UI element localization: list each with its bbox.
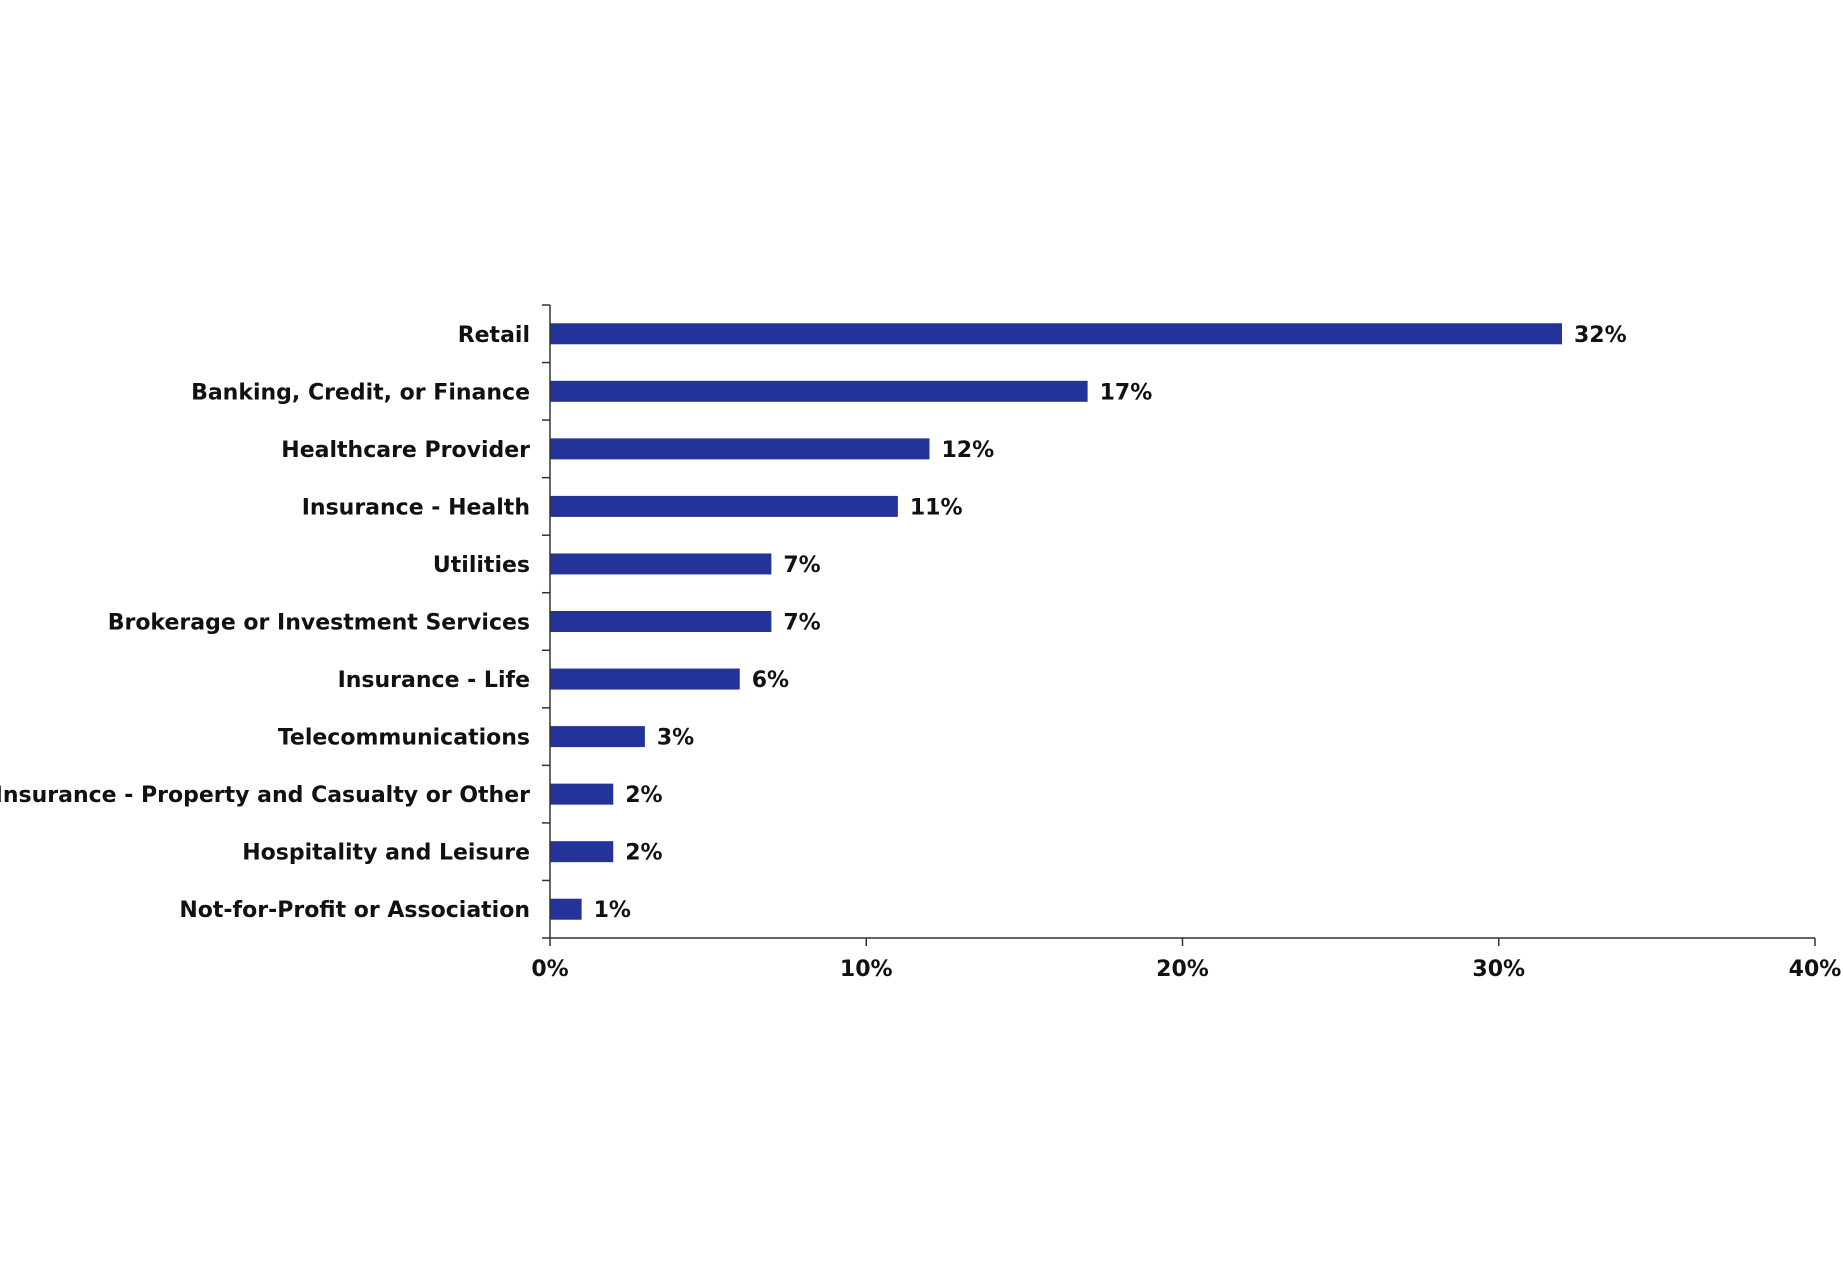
data-label: 7% [783, 553, 820, 578]
axes [542, 304, 1816, 946]
category-label: Insurance - Property and Casualty or Oth… [0, 783, 530, 808]
data-label: 32% [1574, 323, 1627, 348]
category-label: Telecommunications [278, 726, 530, 751]
x-tick-label: 0% [531, 957, 568, 982]
category-label: Not-for-Profit or Association [179, 898, 530, 923]
category-label: Banking, Credit, or Finance [191, 380, 530, 405]
labels-layer: Retail 32% Banking, Credit, or Finance 17% H… [0, 323, 1841, 982]
x-tick-label: 30% [1472, 957, 1525, 982]
data-label: 1% [594, 898, 631, 923]
bar-0 [550, 323, 1562, 345]
category-label: Healthcare Provider [281, 438, 530, 463]
data-label: 6% [752, 668, 789, 693]
bar-5 [550, 611, 772, 632]
data-label: 12% [942, 438, 995, 463]
category-label: Utilities [433, 553, 530, 578]
bar-3 [550, 495, 898, 517]
data-label: 2% [625, 783, 662, 808]
category-label: Retail [458, 323, 530, 348]
data-label: 3% [657, 726, 694, 751]
data-label: 17% [1100, 380, 1153, 405]
data-label: 7% [783, 611, 820, 636]
data-label: 2% [625, 841, 662, 866]
bar-1 [550, 380, 1088, 402]
bar-2 [550, 438, 930, 460]
bar-9 [550, 841, 614, 863]
bar-4 [550, 553, 772, 575]
x-tick-label: 10% [840, 957, 893, 982]
category-label: Hospitality and Leisure [242, 841, 530, 866]
x-tick-label: 40% [1789, 957, 1842, 982]
bar-6 [550, 668, 740, 690]
category-label: Brokerage or Investment Services [108, 611, 530, 636]
bar-7 [550, 726, 645, 748]
bar-8 [550, 783, 614, 805]
x-tick-label: 20% [1156, 957, 1209, 982]
bar-10 [550, 898, 582, 920]
bars-layer [550, 323, 1562, 920]
category-label: Insurance - Health [302, 495, 530, 520]
data-label: 11% [910, 495, 963, 520]
category-label: Insurance - Life [338, 668, 530, 693]
